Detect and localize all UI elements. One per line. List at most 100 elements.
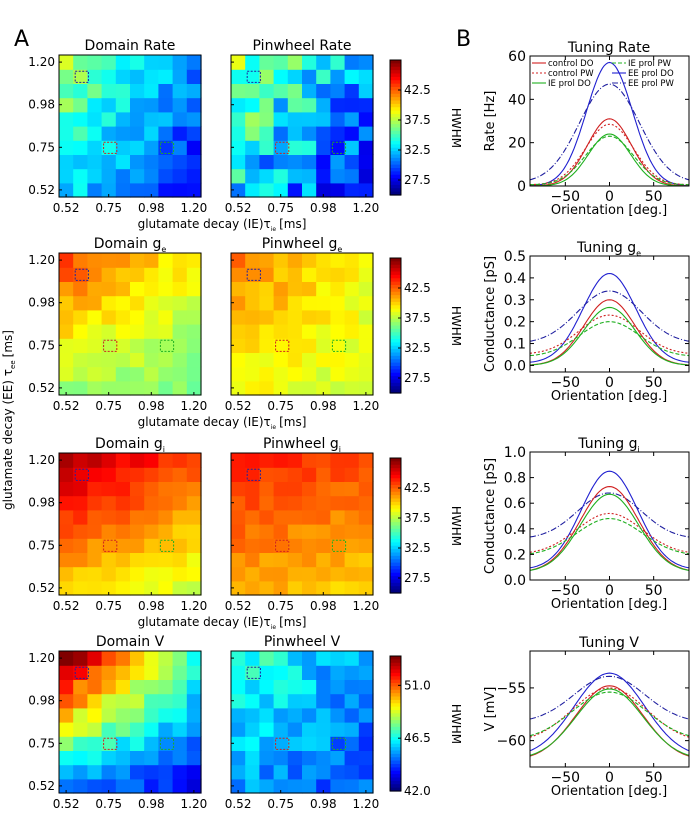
heatmap-cell (344, 253, 360, 268)
heatmap-cell (344, 778, 360, 794)
heatmap-cell (101, 380, 117, 396)
colorbar-step (390, 586, 401, 591)
heatmap-cell (172, 111, 188, 127)
heatmap-cell (273, 495, 289, 511)
tuning-curve (529, 314, 690, 354)
heatmap-cell (59, 651, 74, 666)
heatmap-cell (344, 580, 360, 596)
heatmap-cell (87, 453, 103, 468)
colorbar-tick-label: 42.5 (404, 481, 431, 495)
colorbar-step (390, 151, 401, 156)
y-tick-label: 0.6 (504, 496, 526, 512)
heatmap-cell (59, 509, 74, 525)
heatmap-x-axis-label: glutamate decay (IE)τie[ms] (138, 217, 307, 233)
heatmap-cell (358, 495, 374, 511)
heatmap-row: Domain ge0.520.520.750.750.980.981.201.2… (28, 236, 463, 431)
heatmap-cell (245, 352, 260, 368)
heatmap-cell (231, 55, 246, 70)
heatmap-title: Pinwheel Rate (253, 38, 352, 54)
heatmap-cell (330, 380, 346, 396)
heatmap-cell (287, 338, 303, 353)
heatmap-cell (316, 55, 331, 70)
heatmap-cell (87, 154, 103, 170)
colorbar-step (390, 164, 401, 169)
heatmap-cell (101, 126, 117, 141)
heatmap-cell (302, 168, 317, 184)
heatmap-cell (302, 111, 317, 127)
heatmap-cell (344, 736, 360, 751)
heatmap-cell (316, 366, 331, 382)
heatmap-cells (231, 453, 374, 596)
heatmap-cell (101, 453, 117, 468)
heatmap-cell (130, 736, 145, 751)
heatmap-cell (245, 154, 260, 170)
heatmap-cell (316, 679, 331, 695)
heatmap-cell (259, 467, 275, 482)
colorbar-step (390, 676, 401, 681)
colorbar-step (390, 80, 401, 85)
heatmap-cell (231, 736, 246, 751)
heatmap-cell (302, 707, 317, 723)
heatmap-cell (172, 253, 188, 268)
heatmap-cell (87, 338, 103, 353)
heatmap-cell (186, 140, 202, 155)
heatmap-cell (115, 324, 131, 339)
heatmap-cell (316, 309, 331, 325)
heatmap-cell (186, 154, 202, 170)
heatmap-cell (101, 524, 117, 539)
colorbar: 51.0 46.5 42.0 HWHM (389, 655, 463, 798)
heatmap-cell (316, 495, 331, 511)
heatmap-cell (287, 580, 303, 596)
heatmap-cell (344, 352, 360, 368)
colorbar-step (390, 301, 401, 306)
heatmap-cell (172, 495, 188, 511)
tuning-curve (529, 470, 690, 569)
panel-label-a: A (14, 27, 29, 52)
heatmap-title: Pinwheel gi (263, 436, 341, 454)
colorbar: 42.5 37.5 32.5 27.5 HWHM (389, 457, 463, 594)
heatmap-cell (287, 267, 303, 282)
heatmap-cell (87, 778, 103, 794)
colorbar-step (390, 261, 401, 266)
colorbar-step (390, 545, 401, 550)
heatmap-cell (245, 538, 260, 553)
heatmap-cell (273, 69, 289, 84)
heatmap-cell (186, 651, 202, 666)
colorbar-step (390, 505, 401, 510)
heatmap-cell (172, 750, 188, 766)
heatmap-cell (259, 524, 275, 539)
heatmap-cell (330, 69, 346, 84)
heatmap-cell (302, 97, 317, 113)
colorbar-step (390, 144, 401, 149)
heatmap-cell (330, 651, 346, 666)
heatmap-cell (302, 83, 317, 99)
heatmap-cell (287, 750, 303, 766)
heatmap-cell (330, 566, 346, 582)
heatmap-cell (358, 295, 374, 311)
heatmap-frame (230, 54, 374, 198)
colorbar-step (390, 372, 401, 377)
heatmap-cell (59, 366, 74, 382)
heatmap-title-text: Domain Rate (85, 38, 176, 54)
colorbar-frame (389, 457, 402, 594)
heatmap-cell (144, 309, 159, 325)
heatmap-cell (115, 309, 131, 325)
heatmap-cell (186, 722, 202, 737)
heatmap-cell (316, 453, 331, 468)
heatmap-cell (259, 736, 275, 751)
heatmap-cell (87, 140, 103, 155)
heatmap-cell (144, 253, 159, 268)
heatmap-cell (87, 366, 103, 382)
heatmap-cell (87, 580, 103, 596)
colorbar-step (390, 552, 401, 557)
heatmap-cell (186, 253, 202, 268)
roi-marker-box (74, 268, 89, 281)
heatmap-cell (87, 267, 103, 282)
heatmap-cell (231, 509, 246, 525)
heatmap-cell (186, 295, 202, 311)
colorbar-step (390, 542, 401, 547)
heatmap-cell (158, 453, 174, 468)
heatmap-cell (287, 538, 303, 553)
heatmap-cell (245, 281, 260, 297)
heatmap-cell (344, 267, 360, 282)
